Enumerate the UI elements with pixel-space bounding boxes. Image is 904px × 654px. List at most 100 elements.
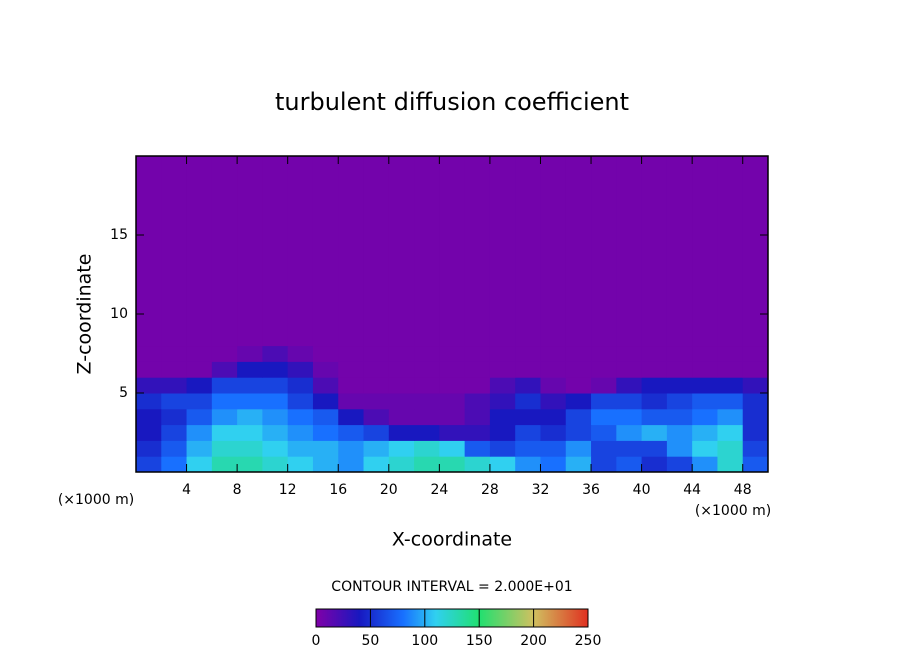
heatmap-cell [287, 156, 314, 347]
heatmap-cell [211, 424, 238, 441]
heatmap-cell [414, 345, 440, 362]
heatmap-cell [439, 393, 466, 410]
heatmap-cell [161, 377, 188, 394]
x-tick-label: 44 [683, 482, 701, 498]
heatmap-cell [616, 408, 643, 426]
heatmap-cell [540, 408, 567, 426]
heatmap-cell [136, 156, 162, 347]
heatmap-cell [211, 156, 238, 347]
heatmap-cell [464, 393, 491, 410]
heatmap-cell [616, 345, 643, 362]
heatmap-cell [363, 377, 390, 394]
heatmap-cell [616, 156, 643, 347]
heatmap-cell [136, 361, 162, 378]
x-tick-label: 32 [532, 482, 550, 498]
heatmap-cell [515, 345, 541, 362]
heatmap-cell [666, 408, 693, 426]
heatmap-cell [439, 424, 466, 441]
heatmap-cell [565, 440, 592, 457]
heatmap-cell [237, 345, 263, 362]
heatmap-cell [414, 377, 440, 394]
heatmap-cell [237, 424, 263, 441]
heatmap-cell [666, 345, 693, 362]
x-tick-label: 8 [233, 482, 242, 498]
heatmap-cell [388, 424, 415, 441]
heatmap-cell [414, 424, 440, 441]
heatmap-cell [186, 361, 213, 378]
heatmap-cell [363, 156, 390, 347]
heatmap-cell [641, 345, 668, 362]
colorbar-tick-label: 250 [575, 633, 602, 649]
heatmap-cell [464, 408, 491, 426]
heatmap-cell [136, 440, 162, 457]
heatmap-cell [489, 408, 516, 426]
heatmap-cell [666, 456, 693, 473]
heatmap-cell [591, 424, 617, 441]
heatmap-cell [540, 361, 567, 378]
heatmap-cell [692, 156, 718, 347]
heatmap-cell [464, 424, 491, 441]
heatmap-cell [692, 408, 718, 426]
heatmap-cell [237, 440, 263, 457]
heatmap-cell [439, 440, 466, 457]
heatmap-cell [489, 440, 516, 457]
x-tick-label: 4 [182, 482, 191, 498]
heatmap-cell [262, 408, 289, 426]
x-tick-label: 36 [582, 482, 600, 498]
colorbar-tick-label: 0 [312, 633, 321, 649]
heatmap-cell [312, 345, 339, 362]
heatmap-cell [489, 377, 516, 394]
heatmap-cell [363, 361, 390, 378]
heatmap-cell [742, 361, 769, 378]
heatmap-cell [312, 456, 339, 473]
heatmap-cell [338, 156, 365, 347]
y-tick-label: 5 [119, 385, 128, 401]
heatmap-cell [388, 361, 415, 378]
heatmap-cell [591, 377, 617, 394]
heatmap-cell [666, 156, 693, 347]
heatmap-cell [161, 424, 188, 441]
heatmap-cell [161, 156, 188, 347]
colorbar-tick-label: 200 [520, 633, 547, 649]
heatmap-cell [287, 440, 314, 457]
heatmap-cell [515, 156, 541, 347]
heatmap-cell [414, 456, 440, 473]
heatmap-cell [312, 377, 339, 394]
heatmap-cell [591, 156, 617, 347]
heatmap-cell [262, 361, 289, 378]
heatmap-cell [489, 345, 516, 362]
heatmap-cell [591, 345, 617, 362]
heatmap-cell [211, 361, 238, 378]
heatmap-cell [641, 440, 668, 457]
x-unit-label: (×1000 m) [695, 503, 771, 519]
heatmap-cell [363, 408, 390, 426]
heatmap-cell [616, 377, 643, 394]
heatmap-cell [414, 440, 440, 457]
heatmap-cell [717, 456, 744, 473]
heatmap-cell [186, 393, 213, 410]
heatmap-cell [641, 408, 668, 426]
heatmap-cell [136, 408, 162, 426]
heatmap-cell [186, 440, 213, 457]
heatmap-cell [439, 156, 466, 347]
heatmap-cell [616, 440, 643, 457]
heatmap-cell [338, 456, 365, 473]
heatmap-cell [136, 393, 162, 410]
heatmap-cell [742, 424, 769, 441]
heatmap-cell [312, 156, 339, 347]
heatmap-cell [515, 440, 541, 457]
heatmap-cell [565, 361, 592, 378]
heatmap-cell [186, 345, 213, 362]
heatmap-cell [211, 345, 238, 362]
heatmap-cell [439, 456, 466, 473]
heatmap-cell [312, 440, 339, 457]
y-tick-label: 10 [110, 306, 128, 322]
heatmap-cell [666, 377, 693, 394]
heatmap-cell [161, 361, 188, 378]
heatmap-cell [464, 345, 491, 362]
heatmap-cell [312, 393, 339, 410]
heatmap-cell [666, 361, 693, 378]
heatmap-cell [717, 377, 744, 394]
heatmap-cell [338, 408, 365, 426]
